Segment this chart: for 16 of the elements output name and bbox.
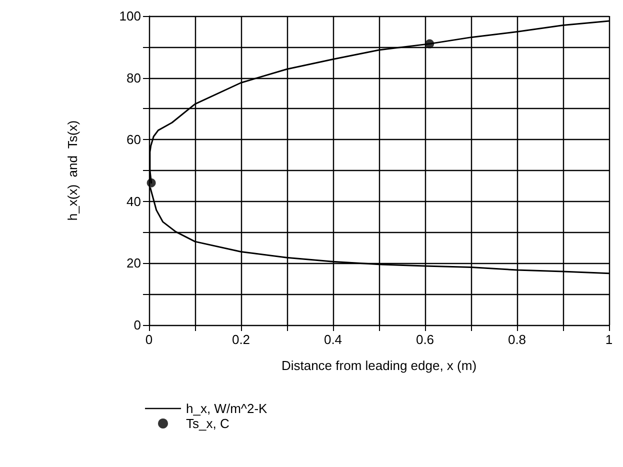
y-tick-label: 0: [134, 318, 141, 332]
y-axis-title: h_x(x) and Ts(x): [65, 120, 80, 221]
y-tick-label: 100: [119, 8, 141, 24]
x-tick-label: 0.4: [324, 332, 342, 347]
legend-label: Ts_x, C: [186, 416, 230, 431]
y-tick-label: 20: [126, 256, 141, 271]
legend-label: h_x, W/m^2-K: [186, 401, 268, 416]
y-tick-label: 40: [126, 194, 141, 209]
x-tick-label: 0.2: [232, 332, 250, 347]
y-tick-label: 60: [126, 132, 141, 148]
x-axis-title: Distance from leading edge, x (m): [281, 358, 477, 373]
x-tick-label: 0: [145, 332, 153, 347]
x-tick-label: 0.6: [416, 332, 434, 347]
x-tick-label: 1: [605, 332, 613, 347]
y-tick-label: 80: [126, 70, 141, 86]
x-tick-label: 0.8: [508, 332, 526, 347]
